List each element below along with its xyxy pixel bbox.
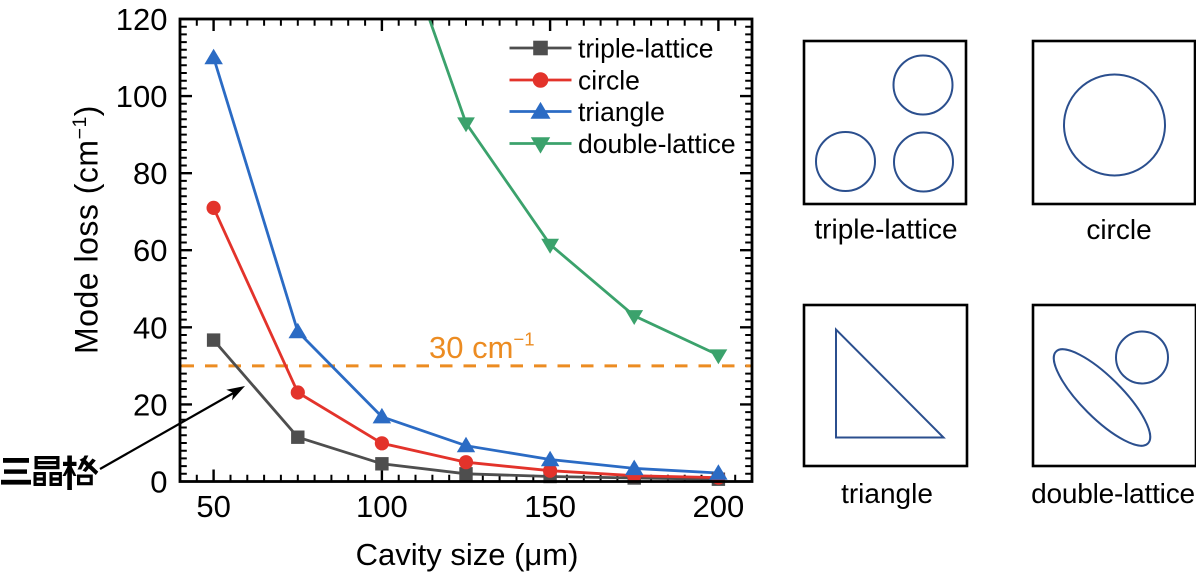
svg-text:double-lattice: double-lattice bbox=[578, 129, 736, 159]
svg-text:circle: circle bbox=[1086, 214, 1151, 245]
svg-text:Cavity size (μm): Cavity size (μm) bbox=[356, 537, 579, 572]
svg-text:circle: circle bbox=[578, 65, 640, 95]
svg-text:40: 40 bbox=[133, 310, 167, 345]
svg-text:80: 80 bbox=[133, 156, 167, 191]
svg-text:Mode loss (cm−1): Mode loss (cm−1) bbox=[69, 105, 105, 354]
svg-text:triangle: triangle bbox=[578, 97, 665, 127]
svg-text:200: 200 bbox=[693, 489, 745, 524]
svg-text:60: 60 bbox=[133, 233, 167, 268]
svg-text:20: 20 bbox=[133, 387, 167, 422]
svg-text:triple-lattice: triple-lattice bbox=[814, 214, 957, 245]
svg-text:50: 50 bbox=[196, 489, 230, 524]
svg-text:double-lattice: double-lattice bbox=[1031, 478, 1195, 509]
svg-text:150: 150 bbox=[524, 489, 576, 524]
svg-text:triangle: triangle bbox=[841, 478, 933, 509]
svg-text:100: 100 bbox=[356, 489, 408, 524]
svg-text:100: 100 bbox=[116, 79, 168, 114]
svg-text:triple-lattice: triple-lattice bbox=[578, 33, 714, 63]
svg-text:120: 120 bbox=[116, 2, 168, 37]
svg-text:0: 0 bbox=[150, 465, 167, 500]
